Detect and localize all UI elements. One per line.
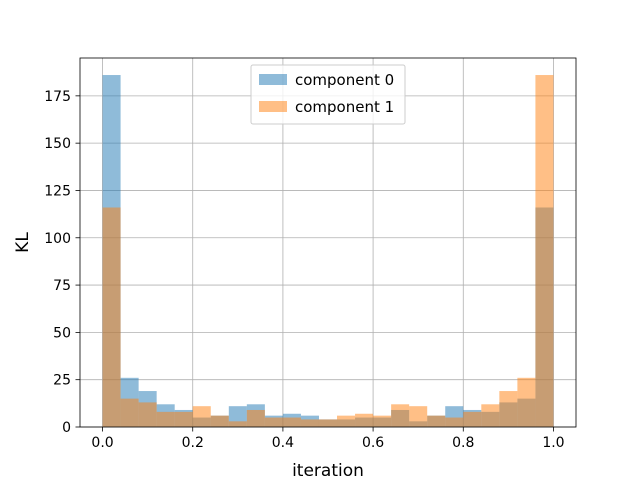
legend: component 0 component 1 — [250, 64, 406, 125]
bar-series-1 — [300, 419, 319, 427]
legend-swatch — [259, 101, 287, 112]
legend-swatch — [259, 74, 287, 85]
bar-series-1 — [535, 75, 554, 428]
bar-series-1 — [409, 406, 428, 427]
x-tick-label: 0.4 — [272, 435, 294, 451]
y-tick-label: 125 — [44, 183, 71, 199]
x-tick-label: 0.6 — [362, 435, 384, 451]
y-tick-label: 175 — [44, 89, 71, 105]
bar-series-1 — [228, 421, 247, 427]
x-tick-label: 0.2 — [182, 435, 204, 451]
x-tick-label: 0.0 — [91, 435, 113, 451]
bar-series-1 — [355, 413, 374, 427]
y-tick-label: 150 — [44, 136, 71, 152]
bar-series-1 — [138, 402, 157, 427]
bar-series-1 — [337, 415, 356, 427]
ticks: 0.0 0.2 0.4 0.6 0.8 1.0 0 25 50 75 100 125 150 175 — [44, 89, 564, 451]
plot-frame — [79, 57, 577, 428]
bar-series-1 — [391, 404, 410, 427]
bar-series-1 — [481, 404, 500, 427]
y-axis-label: KL — [13, 232, 33, 253]
y-tick-label: 0 — [62, 420, 71, 436]
legend-box — [250, 64, 406, 125]
bar-series-1 — [120, 398, 139, 427]
x-tick-label: 0.8 — [452, 435, 474, 451]
legend-label: component 0 — [295, 71, 394, 89]
bar-series-1 — [102, 207, 121, 427]
y-tick-label: 50 — [53, 325, 71, 341]
bars — [102, 75, 554, 428]
legend-label: component 1 — [295, 98, 394, 116]
bar-series-1 — [517, 377, 536, 427]
bar-series-1 — [427, 415, 446, 427]
y-tick-label: 25 — [53, 373, 71, 389]
axes — [79, 57, 577, 428]
y-tick-label: 100 — [44, 231, 71, 247]
bar-series-1 — [192, 406, 211, 427]
bar-series-1 — [373, 415, 392, 427]
x-axis-label: iteration — [292, 461, 364, 480]
y-tick-label: 75 — [53, 278, 71, 294]
bar-series-1 — [264, 417, 283, 427]
bar-series-1 — [210, 415, 229, 427]
bar-series-1 — [318, 419, 338, 427]
bar-series-1 — [445, 417, 464, 427]
bar-series-1 — [156, 411, 175, 427]
bar-series-1 — [463, 411, 482, 427]
bar-series-1 — [282, 417, 301, 427]
bar-series-1 — [174, 411, 193, 427]
x-tick-label: 1.0 — [542, 435, 564, 451]
bar-series-1 — [246, 409, 265, 427]
bar-series-1 — [499, 391, 518, 427]
